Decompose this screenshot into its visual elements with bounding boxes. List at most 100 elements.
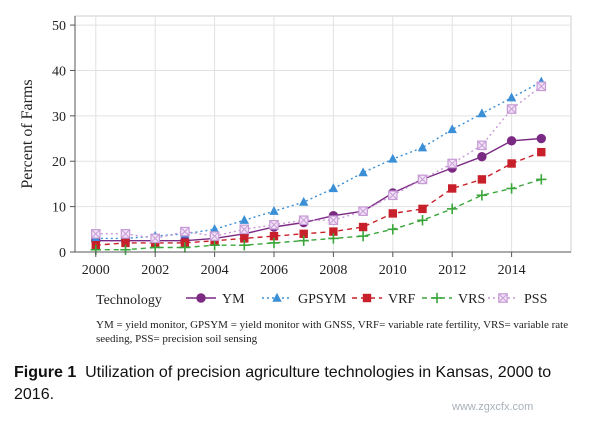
x-tick-label: 2004 <box>201 263 229 278</box>
legend-label-ym: YM <box>222 292 245 307</box>
data-point-vrf <box>388 209 397 218</box>
watermark: www.zgxcfx.com <box>452 401 534 413</box>
legend-label-vrs: VRS <box>458 292 485 307</box>
plot-frame <box>74 15 572 253</box>
data-point-vrs <box>417 215 428 226</box>
series-pss <box>90 81 547 244</box>
data-point-vrf <box>477 175 487 184</box>
data-point-vrs <box>328 233 339 244</box>
y-tick-label: 10 <box>52 201 66 216</box>
x-tick-label: 2012 <box>438 263 466 278</box>
data-point-vrf <box>537 147 546 157</box>
data-point-vrf <box>447 184 457 193</box>
data-point-vrs <box>476 190 488 201</box>
legend-label-vrf: VRF <box>388 292 415 307</box>
legend-item-ym: YM <box>186 292 245 307</box>
data-point-gpsym <box>506 92 517 102</box>
legend-label-pss: PSS <box>524 292 547 307</box>
data-point-gpsym <box>358 167 368 177</box>
series-layer <box>90 76 547 255</box>
data-point-pss <box>180 226 190 237</box>
data-point-pss <box>477 140 487 151</box>
data-point-pss <box>417 174 428 185</box>
data-point-vrs <box>209 239 220 251</box>
data-point-vrf <box>269 231 279 241</box>
y-tick-label: 0 <box>59 246 66 261</box>
data-point-vrf <box>329 227 338 236</box>
legend-label-gpsym: GPSYM <box>298 292 347 307</box>
chart: 0 10 20 30 40 50 2000 2002 2004 2006 2008 2010 2012 2… <box>19 15 572 308</box>
data-point-pss <box>387 190 398 201</box>
y-tick-label: 50 <box>52 19 66 34</box>
data-point-gpsym <box>269 205 279 215</box>
data-point-vrs <box>357 230 369 242</box>
data-point-gpsym <box>328 183 339 193</box>
data-point-pss <box>328 215 339 226</box>
ticks: 0 10 20 30 40 50 2000 2002 2004 2006 2008 2010 2012 2… <box>52 16 571 278</box>
data-point-pss <box>269 219 279 230</box>
y-tick-label: 40 <box>52 64 66 79</box>
data-point-pss <box>447 158 457 169</box>
data-point-gpsym <box>298 196 309 206</box>
data-point-vrs <box>506 183 517 194</box>
x-tick-label: 2006 <box>260 263 288 278</box>
x-tick-label: 2014 <box>498 263 526 278</box>
data-point-vrs <box>239 239 250 251</box>
data-point-vrs <box>268 237 280 249</box>
data-point-vrf <box>299 229 308 239</box>
legend-item-vrf: VRF <box>352 292 415 307</box>
data-point-gpsym <box>477 108 487 118</box>
data-point-ym <box>506 136 517 146</box>
data-point-vrf <box>507 159 516 168</box>
x-tick-label: 2010 <box>379 263 407 278</box>
legend-marker-vrf <box>362 293 372 303</box>
data-point-pss <box>90 229 101 239</box>
data-point-gpsym <box>447 124 457 134</box>
data-point-vrs <box>446 203 458 215</box>
y-tick-label: 30 <box>52 110 66 125</box>
x-tick-label: 2000 <box>82 263 110 278</box>
data-point-pss <box>536 81 547 92</box>
series-line-vrf <box>95 151 542 246</box>
legend-title: Technology <box>96 293 162 308</box>
data-point-vrf <box>240 234 249 243</box>
grid <box>75 16 571 253</box>
y-tick-label: 20 <box>52 155 66 170</box>
data-point-ym <box>477 151 487 162</box>
data-point-vrs <box>149 242 161 253</box>
data-point-vrf <box>121 238 130 248</box>
legend: YM GPSYM VRF VRS PSS <box>186 292 547 307</box>
series-line-pss <box>95 85 542 240</box>
legend-item-vrs: VRS <box>422 292 485 307</box>
figure-caption-text: Utilization of precision agriculture tec… <box>14 364 552 403</box>
legend-marker-gpsym <box>272 292 282 302</box>
data-point-pss <box>298 215 309 226</box>
series-vrs <box>90 174 547 255</box>
legend-item-pss: PSS <box>488 292 547 307</box>
data-point-gpsym <box>388 153 398 163</box>
data-point-pss <box>150 233 160 244</box>
data-point-pss <box>120 229 131 239</box>
figure-caption: Figure 1 Utilization of precision agricu… <box>14 362 589 406</box>
data-point-pss <box>239 224 250 235</box>
x-tick-label: 2002 <box>141 263 169 278</box>
legend-item-gpsym: GPSYM <box>262 292 347 307</box>
data-point-gpsym <box>417 142 428 152</box>
legend-marker-vrs <box>431 292 443 304</box>
series-line-ym <box>95 137 542 242</box>
data-point-vrs <box>179 242 191 253</box>
x-tick-label: 2008 <box>319 263 347 278</box>
y-axis-label: Percent of Farms <box>19 79 36 188</box>
legend-marker-pss <box>498 293 508 303</box>
data-point-vrs <box>298 235 309 246</box>
data-point-gpsym <box>209 224 220 234</box>
data-point-vrf <box>418 204 427 214</box>
figure-label: Figure 1 <box>14 364 77 381</box>
data-point-pss <box>358 206 368 216</box>
legend-marker-ym <box>196 293 206 303</box>
data-point-vrs <box>120 244 131 255</box>
data-point-vrs <box>387 224 398 235</box>
data-point-gpsym <box>239 215 249 224</box>
data-point-ym <box>536 133 546 144</box>
series-line-vrs <box>95 178 542 251</box>
